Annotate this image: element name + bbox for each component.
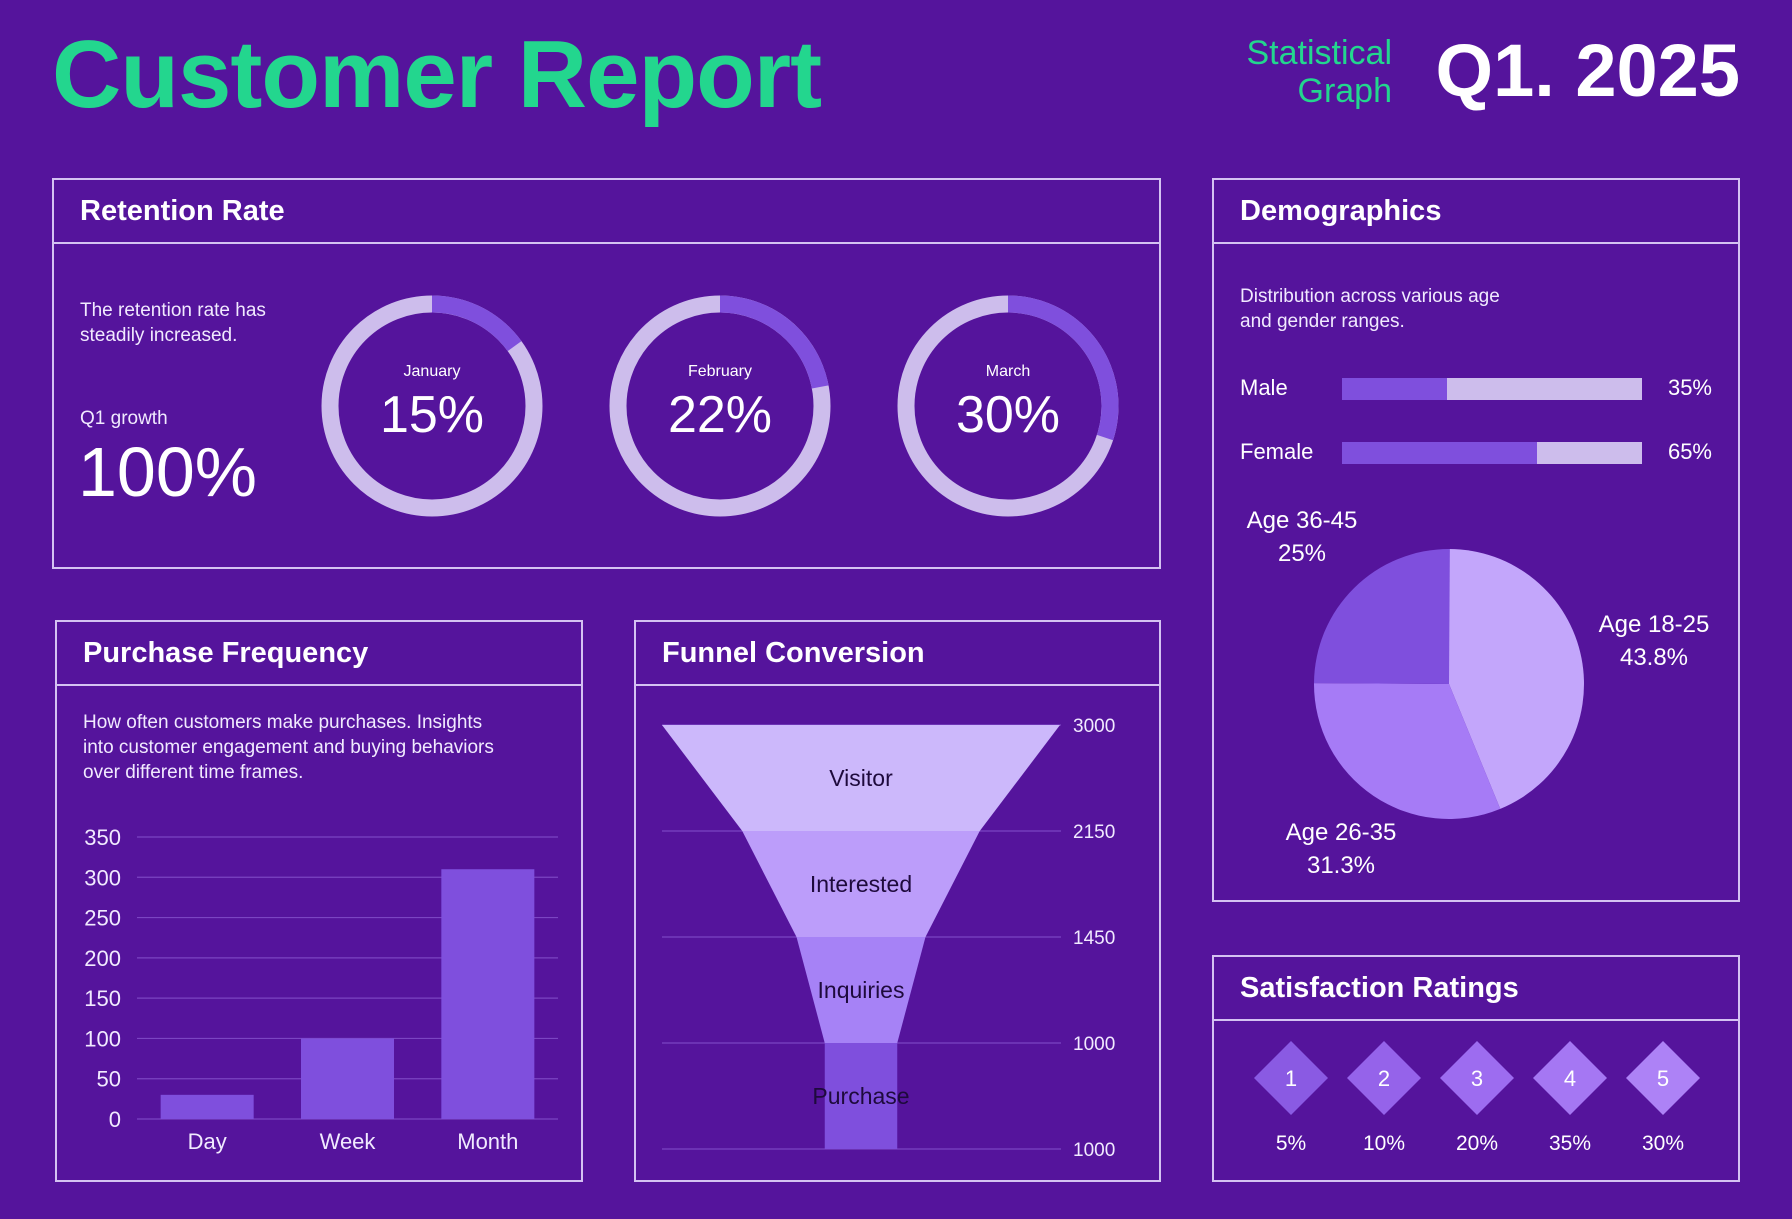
subtitle-line-2: Graph (1297, 72, 1393, 111)
demographics-panel: Demographics Distribution across various… (1212, 178, 1740, 902)
report-period: Q1. 2025 (1435, 29, 1740, 112)
funnel-stage-label: Interested (810, 871, 912, 897)
purchase-description-line-3: over different time frames. (83, 762, 304, 783)
q1-growth-value: 100% (78, 433, 258, 511)
funnel-stage-label: Purchase (812, 1083, 909, 1109)
funnel-tick-label: 1000 (1073, 1140, 1115, 1161)
page-subtitle: Statistical Graph (1172, 34, 1393, 111)
gender-value: 65% (1668, 439, 1712, 464)
retention-month-label: March (986, 363, 1030, 380)
bar-x-tick-label: Week (320, 1129, 377, 1154)
rating-score: 5 (1657, 1066, 1669, 1091)
bar-x-tick-label: Month (457, 1129, 518, 1154)
purchase-frequency-title: Purchase Frequency (57, 622, 581, 686)
satisfaction-ratings-chart: 1 5% 2 10% 3 20% 4 35% 5 30% (1254, 1041, 1700, 1155)
gender-bar-fill (1342, 378, 1447, 400)
pie-slice-value: 43.8% (1620, 644, 1688, 671)
funnel-tick-label: 3000 (1073, 716, 1115, 737)
rating-score: 4 (1564, 1066, 1576, 1091)
bar-day (160, 1094, 254, 1119)
retention-rings: January 15% February 22% March 30% (321, 295, 1119, 517)
bar-y-tick-label: 150 (84, 986, 121, 1011)
subtitle-line-1: Statistical (1246, 34, 1393, 72)
rating-diamond (1440, 1041, 1514, 1115)
retention-month-value: 22% (668, 386, 772, 444)
retention-month-value: 15% (380, 386, 484, 444)
rating-score: 2 (1378, 1066, 1390, 1091)
bar-month (441, 869, 535, 1119)
pie-slice (1449, 549, 1584, 809)
purchase-bar-chart: 0 50 100 150 200 250 300 350 Day Week Month (84, 825, 558, 1154)
bar-y-tick-label: 0 (109, 1107, 121, 1132)
funnel-stage-purchase (824, 1043, 898, 1149)
bar-y-tick-label: 350 (84, 825, 121, 850)
purchase-frequency-panel: Purchase Frequency How often customers m… (55, 620, 583, 1182)
rating-score: 1 (1285, 1066, 1297, 1091)
funnel-conversion-title: Funnel Conversion (636, 622, 1159, 686)
rating-percent: 30% (1642, 1132, 1684, 1155)
retention-ring-arc (321, 295, 543, 517)
rating-percent: 35% (1549, 1132, 1591, 1155)
bar-x-tick-label: Day (188, 1129, 227, 1154)
bar-y-tick-label: 200 (84, 946, 121, 971)
gender-value: 35% (1668, 375, 1712, 400)
gender-label: Female (1240, 439, 1313, 464)
pie-slice (1314, 683, 1501, 819)
purchase-description-line-1: How often customers make purchases. Insi… (83, 712, 483, 733)
bar-y-tick-label: 50 (97, 1067, 121, 1092)
funnel-stage-visitor (662, 725, 1060, 831)
funnel-stage-inquiries (796, 937, 926, 1043)
retention-month-label: February (688, 363, 752, 380)
pie-slice (1314, 549, 1450, 684)
purchase-description-line-2: into customer engagement and buying beha… (83, 737, 494, 758)
pie-slice-value: 31.3% (1307, 852, 1375, 879)
retention-rate-title: Retention Rate (54, 180, 1159, 244)
rating-score: 3 (1471, 1066, 1483, 1091)
funnel-stage-label: Visitor (829, 765, 893, 791)
rating-percent: 20% (1456, 1132, 1498, 1155)
satisfaction-ratings-title: Satisfaction Ratings (1214, 957, 1738, 1021)
demographics-description-line-1: Distribution across various age (1240, 286, 1500, 307)
rating-diamond (1347, 1041, 1421, 1115)
demographics-charts: Male 35% Female 65% Age 18-25 43.8% Age 26-35… (1240, 375, 1712, 879)
retention-description-line-1: The retention rate has (80, 300, 266, 321)
demographics-description-line-2: and gender ranges. (1240, 311, 1405, 332)
bar-week (301, 1038, 394, 1119)
pie-slice-label: Age 26-35 (1286, 819, 1397, 846)
pie-slice-label: Age 36-45 (1247, 507, 1358, 534)
q1-growth-label: Q1 growth (80, 408, 168, 429)
pie-slice-value: 25% (1278, 540, 1326, 567)
retention-description-line-2: steadily increased. (80, 325, 238, 346)
retention-month-value: 30% (956, 386, 1060, 444)
rating-diamond (1626, 1041, 1700, 1115)
bar-y-tick-label: 100 (84, 1026, 121, 1051)
purchase-description: How often customers make purchases. Insi… (83, 710, 563, 785)
funnel-tick-label: 2150 (1073, 822, 1115, 843)
gender-label: Male (1240, 375, 1288, 400)
funnel-chart: 3000 2150 1450 1000 1000 Visitor Interested Inq… (662, 716, 1115, 1161)
bar-y-tick-label: 300 (84, 865, 121, 890)
retention-rate-panel: Retention Rate The retention rate has st… (52, 178, 1161, 569)
funnel-conversion-panel: Funnel Conversion 3000 2150 1450 1000 1000 Vi… (634, 620, 1161, 1182)
rating-percent: 5% (1276, 1132, 1306, 1155)
rating-percent: 10% (1363, 1132, 1405, 1155)
retention-ring-arc (897, 295, 1119, 517)
funnel-stage-label: Inquiries (818, 977, 905, 1003)
bar-y-tick-label: 250 (84, 906, 121, 931)
demographics-description: Distribution across various age and gend… (1240, 284, 1660, 334)
rating-diamond (1254, 1041, 1328, 1115)
rating-diamond (1533, 1041, 1607, 1115)
demographics-title: Demographics (1214, 180, 1738, 244)
pie-slice-label: Age 18-25 (1599, 611, 1710, 638)
funnel-tick-label: 1000 (1073, 1034, 1115, 1055)
page-title: Customer Report (52, 21, 822, 128)
retention-description: The retention rate has steadily increase… (80, 298, 310, 348)
funnel-tick-label: 1450 (1073, 928, 1115, 949)
retention-ring-arc (609, 295, 831, 517)
funnel-stage-interested (742, 831, 980, 937)
gender-bar-fill (1342, 442, 1537, 464)
satisfaction-ratings-panel: Satisfaction Ratings 1 5% 2 10% 3 20% 4 35% 5 30% (1212, 955, 1740, 1182)
retention-month-label: January (404, 363, 461, 380)
